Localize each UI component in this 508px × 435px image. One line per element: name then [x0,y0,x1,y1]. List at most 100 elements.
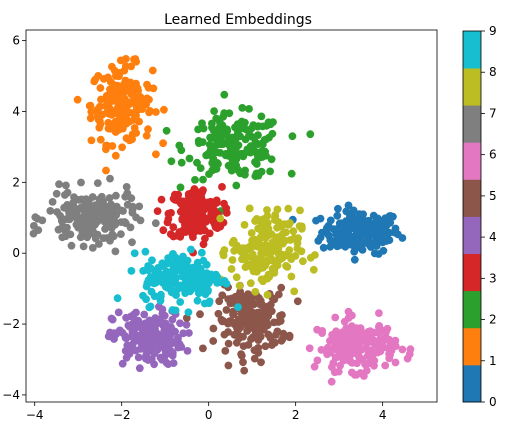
cluster-4 [104,302,193,373]
data-point [306,130,315,139]
data-point [239,358,247,367]
data-point [266,231,274,239]
data-point [349,206,358,215]
data-point [176,282,185,290]
data-point [229,310,238,319]
data-point [231,152,239,160]
data-point [185,199,194,208]
data-point [344,201,353,210]
data-point [46,207,55,215]
data-point [254,348,263,357]
data-point [237,149,246,158]
data-point [289,227,298,236]
data-point [350,255,359,264]
data-point [317,346,326,354]
data-point [132,57,141,66]
data-point [196,310,204,319]
data-point [296,206,304,215]
data-point [268,340,276,349]
data-point [52,189,61,198]
data-point [312,216,320,225]
data-point [263,291,272,299]
data-point [350,247,359,256]
data-point [58,233,67,242]
data-point [163,259,171,268]
data-point [109,80,118,89]
data-point [220,277,229,285]
y-tick-label: 4 [12,104,20,118]
data-point [234,303,242,311]
data-point [136,98,145,107]
data-point [201,290,210,299]
cluster-6 [305,307,415,386]
x-tick-label: −4 [26,408,44,422]
data-point [306,253,315,262]
data-point [178,216,187,224]
data-point [157,195,166,204]
data-point [259,277,267,286]
data-point [179,329,188,338]
data-point [60,203,68,212]
data-point [259,224,268,233]
data-point [265,133,273,142]
data-point [91,75,99,84]
data-point [67,241,76,250]
data-point [224,151,233,159]
data-point [158,355,166,364]
colorbar-tick-label: 3 [489,271,497,285]
data-point [111,247,120,256]
data-point [230,246,239,255]
data-point [133,84,142,93]
data-point [91,234,100,243]
colorbar-tick-label: 6 [489,148,497,162]
data-point [162,349,171,358]
data-point [263,257,272,266]
data-point [240,221,249,229]
data-point [107,110,116,119]
data-point [238,104,247,112]
data-point [220,90,229,99]
data-point [65,212,74,221]
data-point [62,181,70,190]
y-tick-label: −2 [2,317,20,331]
data-point [146,273,155,281]
data-point [103,141,111,150]
data-point [184,308,193,317]
data-point [336,231,345,239]
data-point [329,237,338,246]
data-point [329,225,338,234]
colorbar-segment-0 [463,364,481,403]
data-point [212,196,221,205]
data-point [282,262,290,270]
data-point [252,160,261,168]
colorbar: 0 1 2 3 4 5 6 7 8 9 [462,24,497,409]
data-point [120,80,128,89]
plot-area [25,29,438,403]
data-point [108,62,116,71]
data-point [117,206,125,215]
data-point [151,267,159,276]
data-point [177,343,186,351]
data-point [111,151,120,160]
data-point [213,279,222,287]
data-point [196,164,205,173]
data-point [104,124,113,133]
data-point [287,272,296,281]
data-point [257,167,266,176]
data-point [264,302,273,311]
data-point [352,324,361,332]
data-point [118,359,127,368]
data-point [159,226,168,235]
data-point [240,299,248,307]
data-point [205,229,214,238]
data-point [241,263,250,271]
data-point [197,248,206,257]
data-point [266,167,274,176]
data-point [232,181,241,190]
data-point [121,62,130,71]
data-point [285,246,294,255]
colorbar-segment-3 [463,253,481,292]
data-point [122,98,131,107]
data-point [205,170,213,179]
data-point [285,333,294,342]
